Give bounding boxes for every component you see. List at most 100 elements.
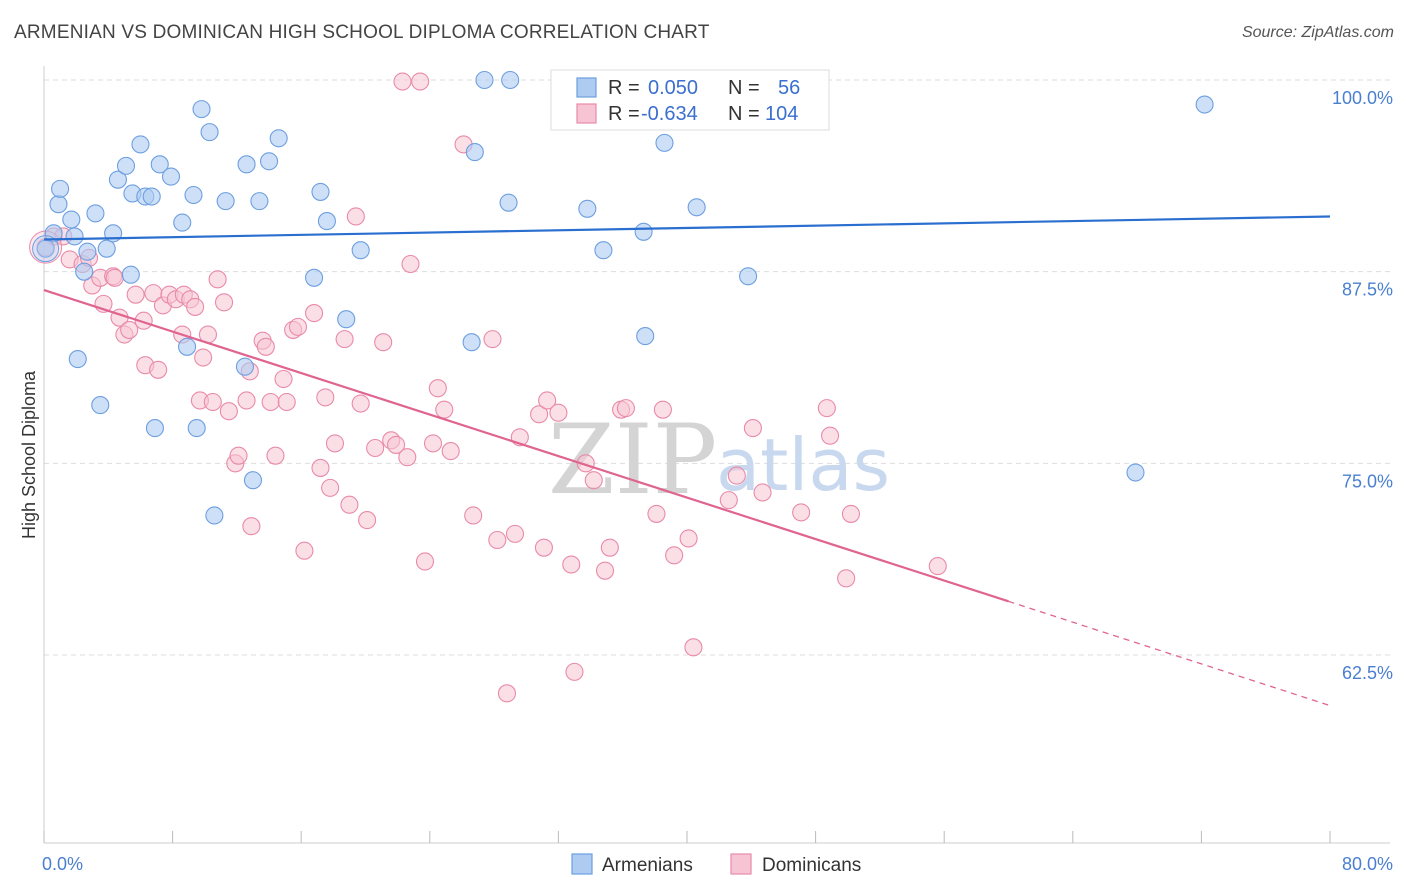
dominicans-point-52 — [346, 207, 365, 226]
armenians-point-49 — [594, 241, 613, 260]
armenians-point-8 — [78, 242, 97, 261]
armenians-point-56 — [1195, 95, 1214, 114]
dominicans-point-80 — [584, 471, 603, 490]
x-tick-labels: 0.0% 80.0% — [42, 854, 1393, 874]
armenians-point-25 — [184, 185, 203, 205]
dominicans-point-56 — [374, 333, 393, 352]
bottom-legend-swatch-armenians — [571, 853, 593, 875]
armenians-point-14 — [116, 156, 136, 175]
legend-r-label-0: R = — [608, 77, 640, 99]
y-tick-label-1: 87.5% — [1342, 280, 1393, 300]
dominicans-point-40 — [274, 369, 293, 389]
dominicans-point-89 — [684, 638, 703, 657]
dominicans-point-74 — [534, 538, 553, 557]
dominicans-point-103 — [194, 348, 213, 367]
bottom-legend-swatch-dominicans — [730, 853, 752, 875]
armenians-point-23 — [173, 213, 192, 232]
dominicans-point-41 — [277, 392, 296, 412]
armenians-point-44 — [475, 70, 494, 90]
dominicans-point-33 — [229, 446, 248, 465]
dominicans-point-96 — [821, 426, 840, 445]
armenians-point-19 — [142, 187, 161, 206]
dominicans-point-64 — [423, 434, 443, 453]
dominicans-point-43 — [288, 317, 308, 336]
dominicans-point-15 — [134, 311, 153, 330]
dominicans-point-85 — [647, 504, 666, 523]
armenians-point-26 — [187, 419, 206, 438]
watermark: ZIP atlas — [548, 404, 890, 516]
armenians-point-32 — [237, 155, 256, 174]
y-axis-label: High School Diploma — [19, 370, 39, 539]
dominicans-point-82 — [600, 538, 619, 557]
dominicans-point-59 — [393, 72, 412, 91]
dominicans-point-100 — [497, 684, 517, 703]
armenians-point-21 — [150, 155, 169, 174]
dominicans-point-68 — [464, 506, 483, 525]
armenians-point-1 — [44, 224, 63, 243]
dominicans-point-87 — [665, 546, 684, 565]
dominicans-point-28 — [203, 392, 222, 412]
dominicans-point-31 — [219, 402, 238, 421]
armenians-point-5 — [65, 227, 84, 246]
armenians-point-37 — [305, 268, 324, 287]
dominicans-point-58 — [386, 435, 406, 454]
dominicans-point-71 — [505, 524, 525, 543]
dominicans-point-10 — [105, 268, 124, 287]
dominicans-point-62 — [411, 72, 430, 91]
dominicans-point-75 — [538, 391, 557, 410]
dominicans-point-65 — [435, 400, 454, 419]
legend-box — [550, 69, 830, 131]
legend-r-label-1: R = — [608, 103, 640, 125]
armenians-point-3 — [51, 179, 70, 198]
dominicans-point-76 — [549, 403, 568, 422]
dominicans-point-84 — [616, 399, 635, 418]
armenians-point-35 — [259, 152, 279, 171]
trend-lines — [43, 215, 1331, 707]
armenians-points — [32, 70, 1214, 525]
dominicans-point-14 — [126, 285, 145, 304]
armenians-point-51 — [636, 327, 655, 346]
source-label: Source: ZipAtlas.com — [1241, 24, 1394, 41]
dominicans-trend-line — [43, 289, 1009, 603]
dominicans-point-91 — [727, 466, 746, 485]
dominicans-point-25 — [186, 297, 205, 316]
armenians-point-22 — [161, 167, 181, 186]
armenians-point-52 — [655, 133, 674, 152]
armenians-point-2 — [49, 195, 68, 214]
dominicans-point-90 — [719, 491, 738, 510]
dominicans-point-29 — [208, 270, 227, 289]
armenians-point-48 — [578, 199, 597, 218]
dominicans-point-39 — [266, 446, 285, 465]
bottom-legend: Armenians Dominicans — [571, 853, 861, 876]
dominicans-point-54 — [358, 511, 377, 530]
axes — [43, 66, 1390, 844]
armenians-point-46 — [501, 70, 520, 90]
armenians-point-28 — [200, 123, 219, 142]
dominicans-point-73 — [530, 405, 549, 424]
armenians-point-large — [32, 235, 60, 263]
armenians-trend-line — [43, 215, 1331, 241]
dominicans-point-78 — [565, 662, 584, 681]
legend-n-value-1: 104 — [765, 103, 798, 125]
dominicans-point-38 — [261, 392, 280, 412]
dominicans-point-101 — [242, 517, 261, 536]
dominicans-point-51 — [340, 495, 359, 514]
armenians-point-4 — [62, 210, 81, 229]
dominicans-point-18 — [149, 360, 168, 379]
legend: R = 0.050 N = 56 R = -0.634 N = 104 — [550, 69, 830, 131]
legend-r-value-0: 0.050 — [648, 77, 698, 99]
dominicans-point-48 — [321, 478, 340, 497]
chart-title: ARMENIAN VS DOMINICAN HIGH SCHOOL DIPLOM… — [14, 22, 710, 43]
dominicans-point-79 — [576, 454, 595, 473]
dominicans-point-88 — [679, 529, 698, 548]
watermark-atlas: atlas — [716, 423, 890, 507]
armenians-point-41 — [351, 241, 370, 260]
dominicans-point-99 — [928, 557, 947, 576]
dominicans-point-63 — [415, 552, 435, 571]
armenians-point-10 — [91, 396, 110, 415]
dominicans-point-47 — [316, 388, 335, 407]
dominicans-point-55 — [366, 438, 385, 458]
armenians-point-13 — [108, 170, 127, 189]
dominicans-point-95 — [817, 399, 836, 418]
armenians-point-36 — [269, 129, 288, 148]
